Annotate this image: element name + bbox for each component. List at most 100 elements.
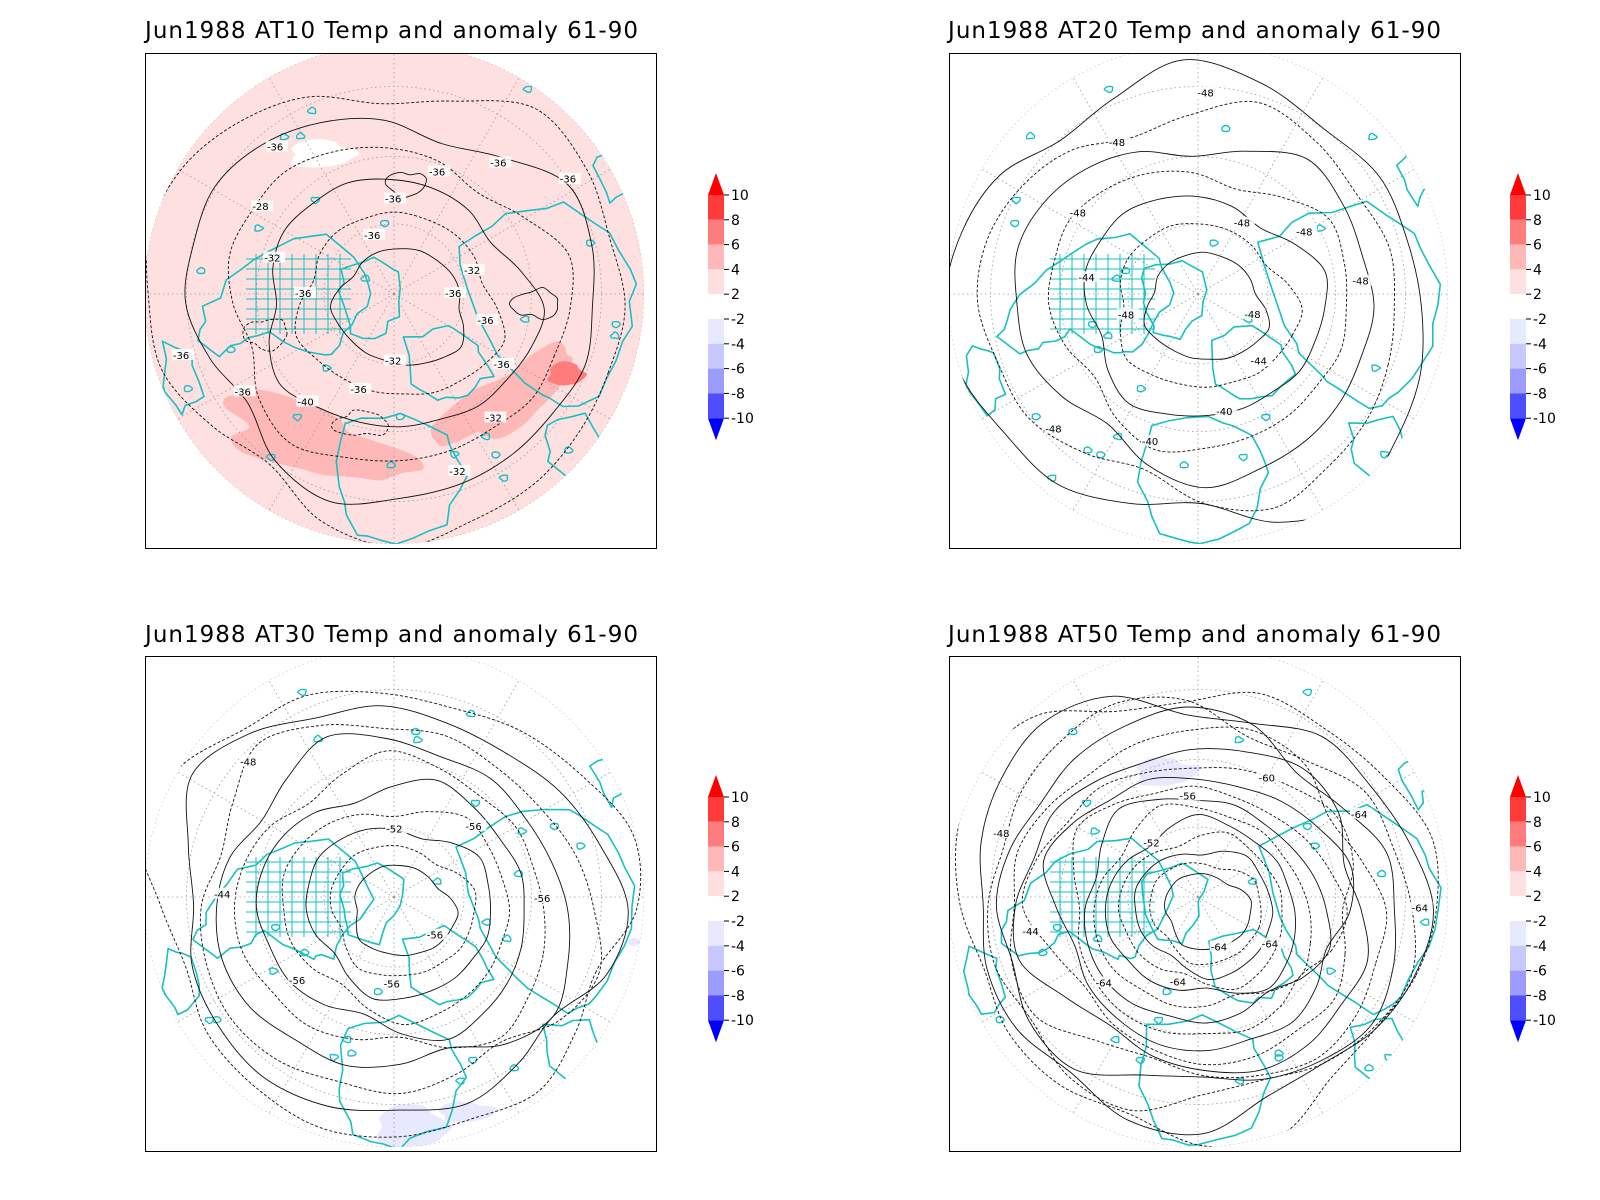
- contour-label: -48: [993, 829, 1009, 840]
- coastline: [1395, 148, 1432, 208]
- contour-label-bg: [476, 313, 499, 325]
- island-coastline: [360, 274, 370, 282]
- coastline: [1138, 1014, 1272, 1146]
- contour-label-bg: [1021, 924, 1044, 936]
- panel-title-at50: Jun1988 AT50 Temp and anomaly 61-90: [948, 622, 1442, 648]
- colorbar-tick-label: 6: [1533, 840, 1542, 856]
- contour-label-bg: [384, 192, 406, 204]
- colorbar-tick-label: 2: [1533, 287, 1542, 303]
- polar-map-at30: -56 -56 -56 -44 -48 -52 -56 -56: [146, 657, 644, 1147]
- contour-label: -40: [1216, 407, 1232, 418]
- island-coastline: [491, 451, 501, 459]
- coastline: [1349, 1017, 1411, 1090]
- meridian-line: [1197, 293, 1324, 511]
- meridian-line: [268, 293, 395, 511]
- colorbar-tick-label: 10: [731, 790, 749, 806]
- contour-label-bg: [1107, 135, 1130, 147]
- island-coastline: [183, 384, 194, 393]
- temperature-contour: [1014, 150, 1375, 489]
- island-coastline: [1221, 124, 1231, 133]
- meridian-line: [393, 77, 520, 295]
- contour-label: -56: [289, 976, 305, 987]
- colorbar-tick-label: 2: [731, 889, 740, 905]
- temperature-contour: [215, 733, 571, 1068]
- contour-label: -48: [1045, 424, 1061, 435]
- colorbar-segment: [708, 269, 724, 295]
- temperature-contour: [1117, 831, 1283, 991]
- colorbar-arrow-bottom: [1510, 1020, 1526, 1043]
- island-coastline: [171, 124, 181, 133]
- panel-title-at10: Jun1988 AT10 Temp and anomaly 61-90: [145, 18, 639, 44]
- contour-label-bg: [484, 411, 507, 423]
- contour-label-bg: [1077, 271, 1100, 283]
- colorbar-segment: [1510, 244, 1526, 270]
- colorbar-segment: [1510, 368, 1526, 394]
- island-coastline: [549, 822, 560, 831]
- colorbar-tick-label: 8: [1533, 213, 1542, 229]
- island-coastline: [292, 413, 302, 422]
- island-coastline: [212, 1015, 222, 1024]
- island-coastline: [1120, 266, 1131, 275]
- contour-label: -36: [235, 387, 251, 398]
- contour-label: -52: [1143, 839, 1159, 850]
- colorbar-tick-label: -4: [1533, 939, 1547, 955]
- meridian-line: [1197, 771, 1415, 898]
- colorbar-segment: [708, 945, 724, 971]
- contour-label-bg: [1215, 405, 1238, 417]
- coastline: [197, 233, 372, 358]
- contour-label: -48: [240, 758, 256, 769]
- map-panel-at10: -36 -36 -36 -32 -32 -32 -36 -40 -36 -36 -36 -32 -28 -…: [145, 53, 657, 549]
- contour-label: -56: [427, 931, 443, 942]
- contour-label-bg: [1410, 901, 1433, 913]
- contour-label: -40: [297, 397, 313, 408]
- contour-label-bg: [558, 172, 581, 184]
- contour-label: -32: [264, 254, 280, 265]
- meridian-line: [1197, 896, 1324, 1114]
- contour-label-bg: [532, 891, 555, 903]
- colorbar-segment: [708, 319, 724, 344]
- contour-label: -44: [1022, 927, 1038, 938]
- colorbar-segment: [708, 393, 724, 419]
- colorbar-segment: [708, 368, 724, 394]
- contour-label: -36: [350, 385, 366, 396]
- contour-label-bg: [448, 465, 471, 477]
- island-coastline: [410, 727, 421, 736]
- coastline: [1397, 751, 1434, 811]
- island-coastline: [1096, 451, 1106, 459]
- island-coastline: [513, 869, 524, 878]
- contour-label-bg: [1249, 354, 1272, 366]
- temperature-contour: [1047, 170, 1348, 453]
- contour-label-bg: [349, 382, 372, 394]
- island-coastline: [470, 799, 481, 808]
- temperature-contour: [1072, 785, 1348, 1035]
- contour-label: -44: [1078, 273, 1094, 284]
- island-coastline: [266, 453, 276, 462]
- colorbar-segment: [1510, 269, 1526, 295]
- coastline: [335, 412, 469, 544]
- colorbar-segment: [1510, 294, 1526, 319]
- island-coastline: [226, 345, 236, 354]
- contour-label-bg: [1094, 976, 1117, 988]
- island-coastline: [1103, 85, 1114, 94]
- contour-label: -36: [493, 360, 509, 371]
- contour-label-bg: [1178, 789, 1201, 801]
- colorbar-tick-label: -10: [1533, 411, 1556, 427]
- island-coastline: [310, 196, 321, 205]
- contour-label: -48: [1070, 209, 1086, 220]
- colorbar-segment: [708, 219, 724, 245]
- island-coastline: [519, 315, 530, 323]
- contour-label: -40: [1142, 437, 1158, 448]
- island-coastline: [1310, 842, 1321, 850]
- island-coastline: [347, 1049, 357, 1057]
- island-coastline: [480, 432, 491, 441]
- island-coastline: [481, 918, 491, 926]
- temperature-contour: [268, 178, 545, 428]
- colorbar-tick-label: -10: [731, 1013, 754, 1029]
- contour-label-bg: [265, 140, 288, 152]
- island-coastline: [1102, 331, 1113, 340]
- temperature-contour: [305, 827, 491, 1001]
- colorbar-tick-label: 10: [731, 188, 749, 204]
- island-coastline: [1393, 734, 1404, 743]
- island-coastline: [1162, 987, 1172, 996]
- colorbar-segment: [1510, 896, 1526, 921]
